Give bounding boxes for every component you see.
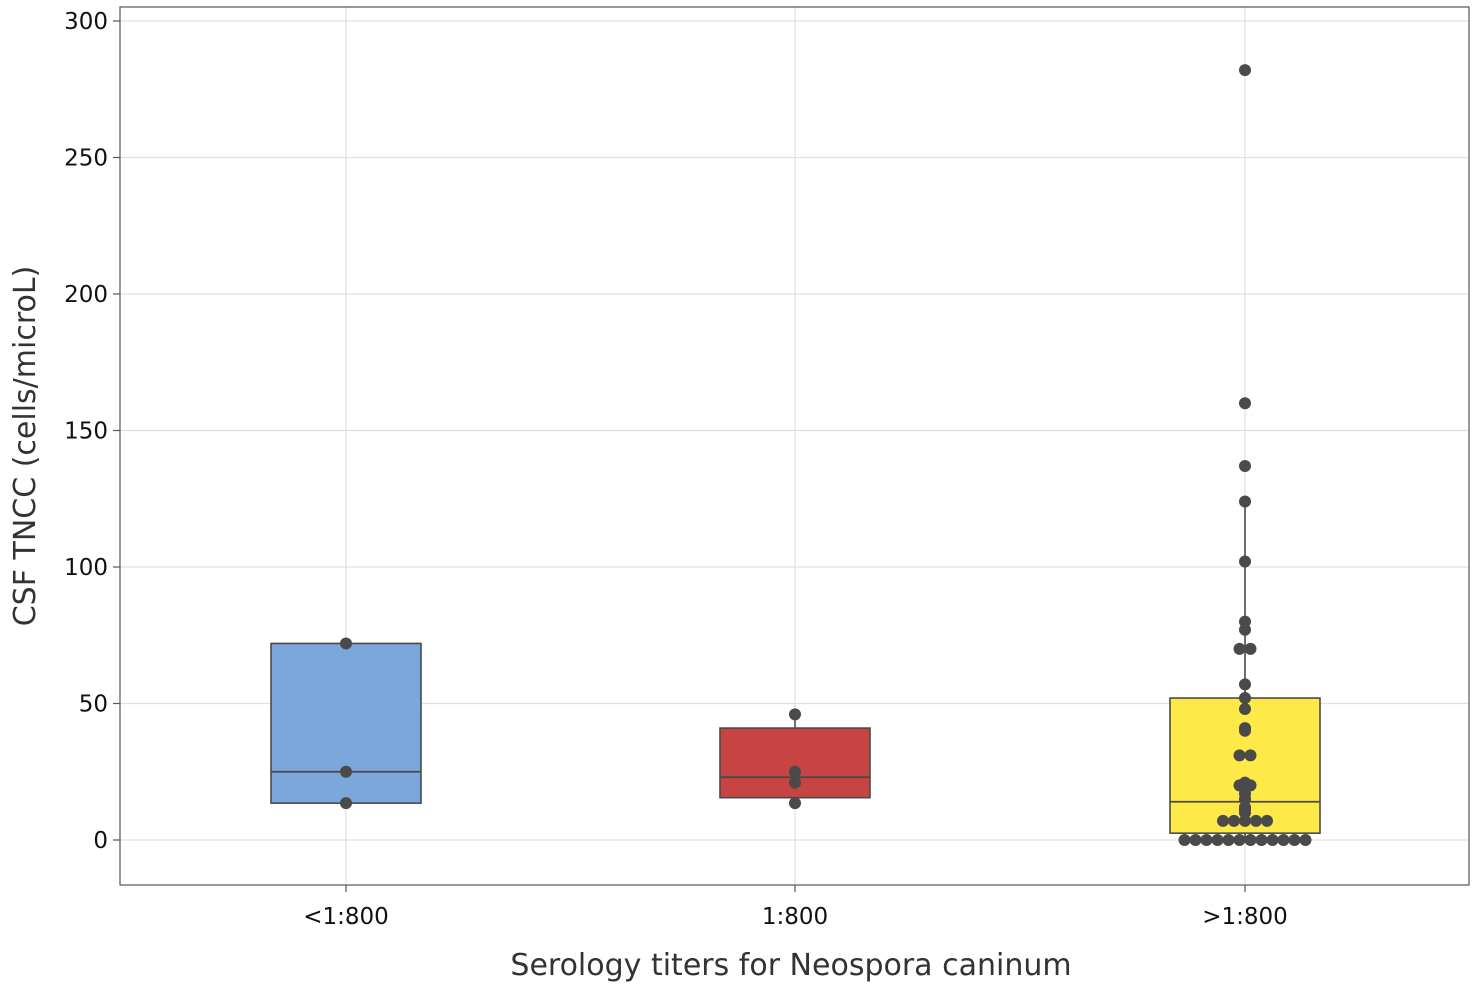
y-tick-label: 200 [64,282,108,308]
data-point [340,797,352,810]
data-point [1200,834,1213,846]
axes: 0 50 100 150 200 250 300 <1:800 1:800 >1:800 [64,9,1288,930]
data-point [789,708,801,721]
data-point [1178,834,1191,846]
data-point [1244,749,1257,762]
x-tick-label: <1:800 [303,904,389,930]
data-point [789,765,801,778]
y-tick-label: 100 [64,555,108,581]
y-tick-label: 300 [64,9,108,35]
data-point [1233,749,1246,762]
data-point [1239,776,1251,789]
data-point [1239,722,1251,735]
data-point [1299,834,1312,846]
data-point [1239,64,1251,77]
data-point [1239,555,1251,568]
data-point [1239,615,1251,628]
x-tick-label: 1:800 [762,904,828,930]
data-point [1239,678,1251,691]
data-point [1239,495,1251,508]
data-point [789,776,801,789]
data-point [1217,814,1229,827]
data-point [1239,459,1251,472]
x-tick-label: >1:800 [1202,904,1288,930]
data-point [1239,692,1251,705]
y-tick-label: 150 [64,419,108,445]
data-point [1288,834,1301,846]
data-point [340,765,352,778]
data-point [1233,834,1246,846]
data-point [1266,834,1279,846]
data-point [1255,834,1268,846]
data-point [1189,834,1202,846]
data-point [1261,814,1273,827]
data-point [340,637,352,650]
box-1 [270,642,422,804]
data-point [1222,834,1235,846]
data-point [789,797,801,810]
data-point [1233,642,1246,655]
y-axis-title: CSF TNCC (cells/microL) [8,266,43,627]
data-point [1211,834,1224,846]
data-point [1228,814,1240,827]
data-point [1244,642,1257,655]
y-tick-label: 0 [93,828,108,854]
data-point [1244,834,1257,846]
data-point [1250,814,1262,827]
y-tick-label: 250 [64,146,108,172]
x-axis-title: Serology titers for Neospora caninum [510,948,1071,983]
y-tick-label: 50 [79,692,108,718]
data-points [340,64,1312,846]
data-point [1239,397,1251,410]
data-point [1239,702,1251,715]
data-point [1277,834,1290,846]
